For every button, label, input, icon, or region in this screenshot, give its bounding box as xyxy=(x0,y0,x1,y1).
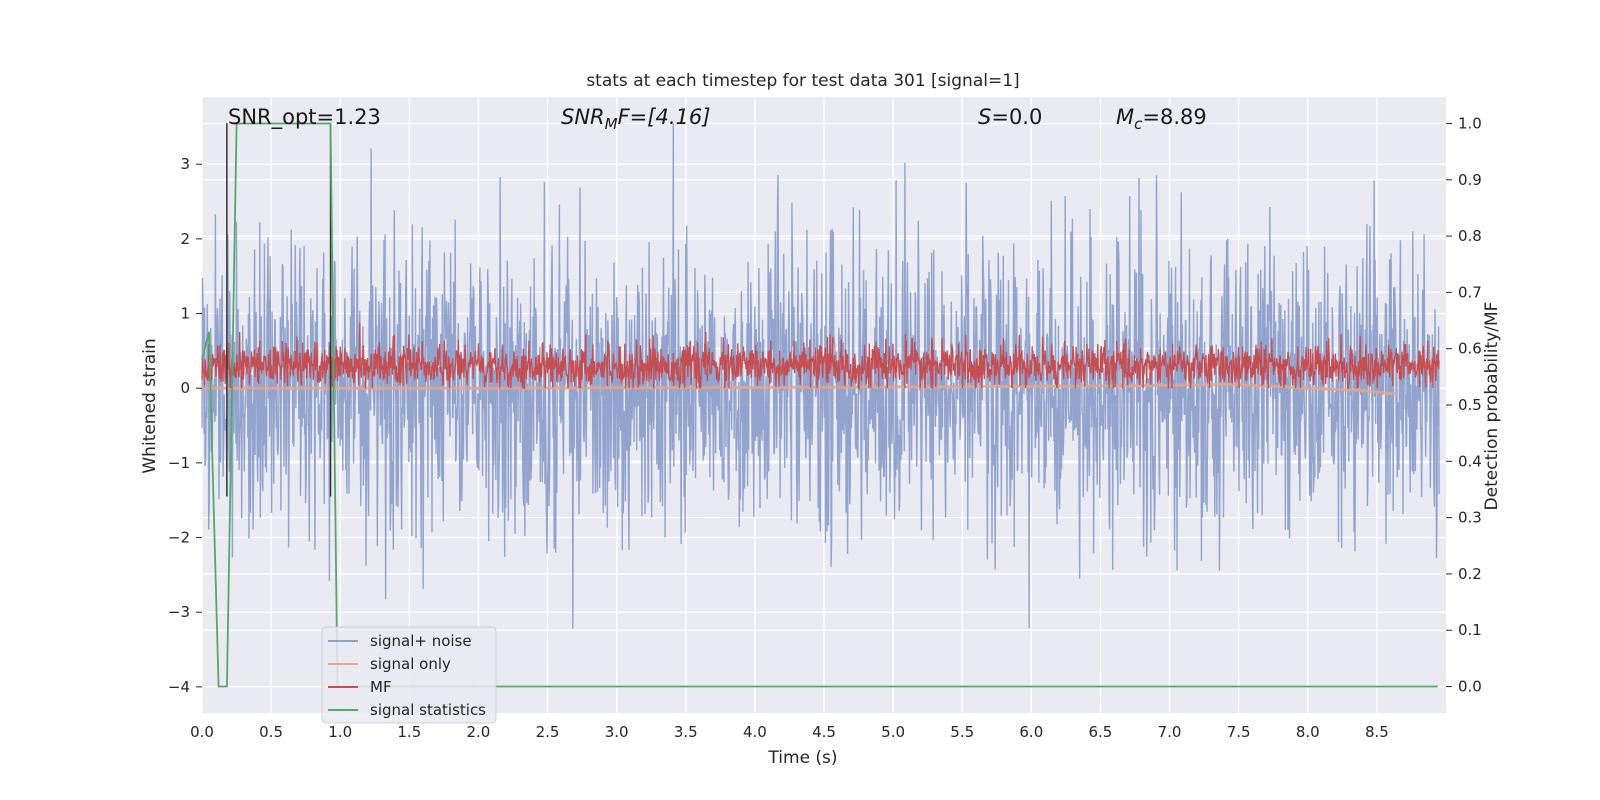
y-left-tick-label: 0 xyxy=(180,379,190,397)
x-tick-label: 7.0 xyxy=(1158,723,1182,741)
series-signal-statistics xyxy=(201,122,1438,688)
annotation-snr-mf-label: SNR xyxy=(561,105,605,129)
y-right-tick-label: 0.3 xyxy=(1458,509,1482,527)
y-right-tick-label: 0.5 xyxy=(1458,396,1482,414)
y-left-tick-label: −1 xyxy=(168,454,190,472)
annotation-s-value: =0.0 xyxy=(991,105,1042,129)
x-axis-label: Time (s) xyxy=(767,748,837,768)
x-tick-label: 4.5 xyxy=(812,723,836,741)
y-left-tick-label: −3 xyxy=(168,603,190,621)
x-axis-ticks: 0.0 0.5 1.0 1.5 2.0 2.5 3.0 3.5 4.0 4.5 5.0 5.5 6.0 6… xyxy=(190,723,1389,741)
legend-box xyxy=(321,626,497,724)
y-left-tick-label: 1 xyxy=(180,305,190,323)
legend: signal+ noise signal only MF signal statist… xyxy=(321,626,497,724)
annotation-mc-sub: c xyxy=(1134,115,1143,133)
legend-entry: MF xyxy=(370,678,392,696)
x-tick-label: 3.5 xyxy=(674,723,698,741)
annotation-snr-mf-sub: M xyxy=(605,115,618,133)
x-tick-label: 8.5 xyxy=(1365,723,1389,741)
y-right-tick-label: 0.4 xyxy=(1458,452,1482,470)
annotation-mc-value: =8.89 xyxy=(1142,105,1206,129)
annotation-snr-mf: SNRMF=[4.16] xyxy=(561,105,710,133)
x-tick-label: 3.0 xyxy=(605,723,629,741)
x-tick-label: 2.5 xyxy=(536,723,560,741)
x-tick-label: 1.5 xyxy=(397,723,421,741)
series-layer xyxy=(201,122,1440,688)
x-tick-label: 0.5 xyxy=(259,723,283,741)
y-axis-left-ticks: 3 2 1 0 −1 −2 −3 −4 xyxy=(168,155,202,696)
legend-entry: signal statistics xyxy=(370,701,486,719)
y-left-tick-label: −4 xyxy=(168,678,190,696)
legend-entry: signal only xyxy=(370,655,451,673)
x-tick-label: 5.5 xyxy=(950,723,974,741)
legend-entry: signal+ noise xyxy=(370,632,472,650)
y-axis-right-ticks: 1.0 0.9 0.8 0.7 0.6 0.5 0.4 0.3 0.2 0.1 0.0 xyxy=(1446,114,1482,696)
annotation-s-label: S xyxy=(978,105,991,129)
series-signal-noise xyxy=(201,123,1440,629)
x-tick-label: 4.0 xyxy=(743,723,767,741)
series-signal-only xyxy=(202,382,1398,396)
annotation-mc-label: M xyxy=(1116,105,1134,129)
y-left-tick-label: −2 xyxy=(168,529,190,547)
annotation-s: S=0.0 xyxy=(978,105,1042,129)
x-tick-label: 2.0 xyxy=(467,723,491,741)
y-right-tick-label: 0.8 xyxy=(1458,227,1482,245)
y-axis-right-label: Detection probability/MF xyxy=(1482,302,1502,511)
x-tick-label: 6.5 xyxy=(1089,723,1113,741)
chart-title: stats at each timestep for test data 301… xyxy=(586,71,1019,91)
y-right-tick-label: 0.0 xyxy=(1458,678,1482,696)
x-tick-label: 6.0 xyxy=(1019,723,1043,741)
x-tick-label: 7.5 xyxy=(1227,723,1251,741)
y-right-tick-label: 0.7 xyxy=(1458,283,1482,301)
x-tick-label: 1.0 xyxy=(328,723,352,741)
annotation-snr-opt: SNR_opt=1.23 xyxy=(228,105,381,130)
x-tick-label: 5.0 xyxy=(881,723,905,741)
y-right-tick-label: 1.0 xyxy=(1458,114,1482,132)
y-right-tick-label: 0.6 xyxy=(1458,340,1482,358)
y-right-tick-label: 0.9 xyxy=(1458,171,1482,189)
annotation-mc: Mc=8.89 xyxy=(1116,105,1207,133)
x-tick-label: 8.0 xyxy=(1296,723,1320,741)
y-left-tick-label: 2 xyxy=(180,230,190,248)
annotation-snr-mf-rest: F=[4.16] xyxy=(618,105,711,129)
y-axis-left-label: Whitened strain xyxy=(140,338,160,473)
y-right-tick-label: 0.2 xyxy=(1458,565,1482,583)
series-mf xyxy=(201,322,1440,391)
y-right-tick-label: 0.1 xyxy=(1458,621,1482,639)
y-left-tick-label: 3 xyxy=(180,155,190,173)
x-tick-label: 0.0 xyxy=(190,723,214,741)
